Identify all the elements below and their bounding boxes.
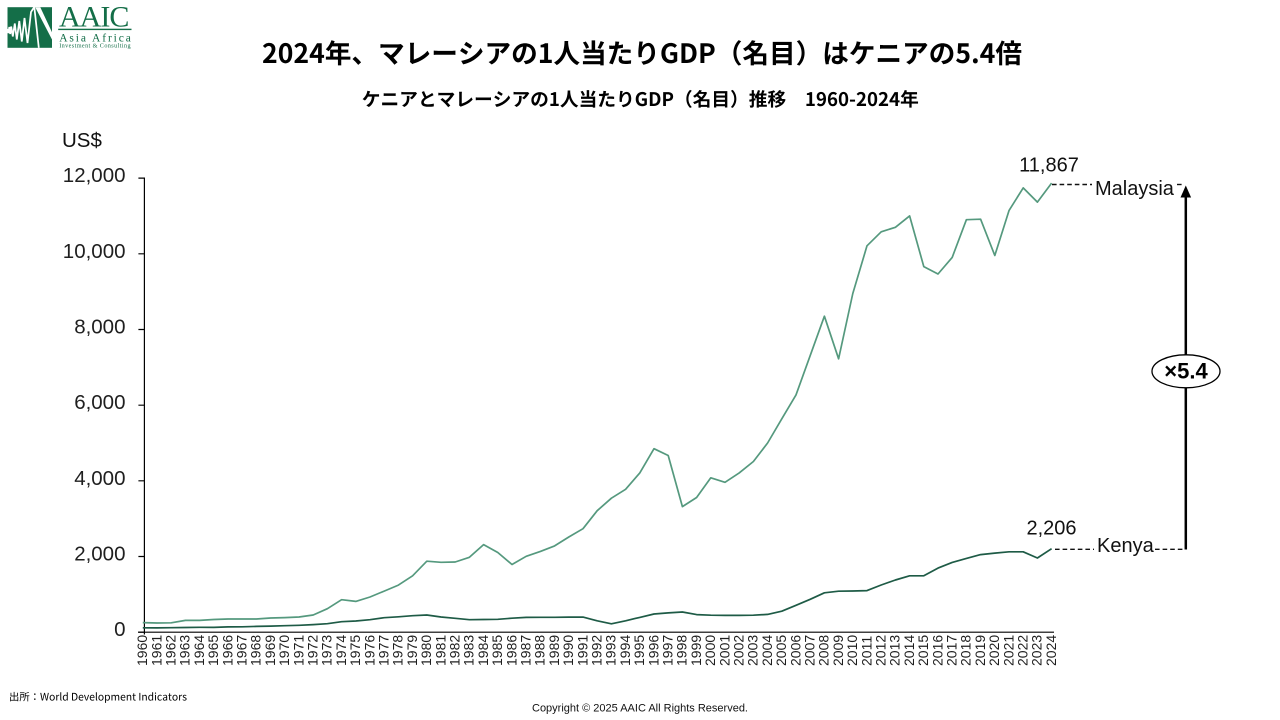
svg-text:1985: 1985: [489, 635, 505, 666]
svg-text:1980: 1980: [418, 635, 434, 666]
svg-text:1963: 1963: [177, 635, 193, 666]
svg-text:1975: 1975: [347, 635, 363, 666]
svg-text:1970: 1970: [276, 635, 292, 666]
svg-text:2024: 2024: [1043, 635, 1059, 666]
svg-text:1987: 1987: [518, 635, 534, 666]
svg-text:2002: 2002: [731, 635, 747, 666]
svg-text:2001: 2001: [716, 635, 732, 666]
svg-text:1998: 1998: [674, 635, 690, 666]
svg-text:2,000: 2,000: [74, 543, 125, 566]
svg-text:2006: 2006: [787, 635, 803, 666]
svg-text:2008: 2008: [816, 635, 832, 666]
svg-text:1979: 1979: [404, 635, 420, 666]
svg-text:2004: 2004: [759, 635, 775, 666]
svg-text:2019: 2019: [972, 635, 988, 666]
svg-text:1990: 1990: [560, 635, 576, 666]
svg-text:1962: 1962: [163, 635, 179, 666]
svg-text:8,000: 8,000: [74, 316, 125, 339]
svg-text:1988: 1988: [532, 635, 548, 666]
svg-text:1969: 1969: [262, 635, 278, 666]
svg-text:1974: 1974: [333, 635, 349, 666]
svg-text:2017: 2017: [944, 635, 960, 666]
svg-text:2013: 2013: [887, 635, 903, 666]
svg-text:2020: 2020: [986, 635, 1002, 666]
svg-text:2021: 2021: [1000, 635, 1016, 666]
svg-text:1972: 1972: [305, 635, 321, 666]
svg-text:4,000: 4,000: [74, 467, 125, 490]
svg-text:11,867: 11,867: [1019, 155, 1079, 177]
svg-text:1964: 1964: [191, 635, 207, 666]
svg-text:1995: 1995: [631, 635, 647, 666]
svg-text:2016: 2016: [929, 635, 945, 666]
svg-text:2003: 2003: [745, 635, 761, 666]
svg-text:1996: 1996: [645, 635, 661, 666]
svg-text:2023: 2023: [1029, 635, 1045, 666]
svg-text:Asia Africa: Asia Africa: [59, 33, 133, 45]
svg-text:1997: 1997: [660, 635, 676, 666]
svg-text:Investment & Consulting: Investment & Consulting: [59, 43, 131, 50]
svg-text:1984: 1984: [475, 635, 491, 666]
svg-text:2,206: 2,206: [1026, 518, 1076, 540]
svg-text:2010: 2010: [844, 635, 860, 666]
svg-text:1989: 1989: [546, 635, 562, 666]
svg-text:12,000: 12,000: [63, 164, 126, 187]
svg-text:2011: 2011: [858, 636, 874, 666]
svg-text:1999: 1999: [688, 635, 704, 666]
svg-text:2018: 2018: [958, 635, 974, 666]
svg-text:1977: 1977: [376, 635, 392, 666]
svg-text:0: 0: [114, 618, 125, 641]
svg-text:1994: 1994: [617, 635, 633, 666]
svg-text:1973: 1973: [319, 635, 335, 666]
svg-text:2009: 2009: [830, 635, 846, 666]
svg-text:US$: US$: [62, 129, 102, 152]
svg-text:2000: 2000: [702, 635, 718, 666]
svg-text:Kenya: Kenya: [1097, 535, 1155, 557]
svg-text:2005: 2005: [773, 635, 789, 666]
svg-text:1981: 1981: [432, 635, 448, 666]
svg-text:2015: 2015: [915, 635, 931, 666]
svg-text:1976: 1976: [361, 635, 377, 666]
svg-text:10,000: 10,000: [63, 240, 126, 263]
svg-text:6,000: 6,000: [74, 391, 125, 414]
svg-text:2007: 2007: [802, 635, 818, 666]
svg-text:1992: 1992: [589, 635, 605, 666]
svg-text:1961: 1961: [148, 635, 164, 666]
svg-text:2012: 2012: [873, 635, 889, 666]
svg-text:1965: 1965: [205, 635, 221, 666]
svg-text:1986: 1986: [503, 635, 519, 666]
svg-text:1967: 1967: [234, 635, 250, 666]
svg-text:×5.4: ×5.4: [1164, 359, 1208, 384]
svg-text:1991: 1991: [574, 635, 590, 666]
svg-text:1983: 1983: [461, 635, 477, 666]
svg-text:1993: 1993: [603, 635, 619, 666]
svg-text:1968: 1968: [248, 635, 264, 666]
svg-text:1978: 1978: [390, 635, 406, 666]
svg-text:1966: 1966: [219, 635, 235, 666]
svg-text:Malaysia: Malaysia: [1095, 178, 1175, 200]
svg-text:2022: 2022: [1015, 635, 1031, 666]
svg-text:2014: 2014: [901, 635, 917, 666]
svg-text:Copyright © 2025 AAIC All Righ: Copyright © 2025 AAIC All Rights Reserve…: [532, 703, 748, 715]
svg-text:1982: 1982: [447, 635, 463, 666]
svg-text:1960: 1960: [134, 635, 150, 666]
svg-text:1971: 1971: [290, 635, 306, 666]
svg-text:AAIC: AAIC: [59, 1, 128, 34]
